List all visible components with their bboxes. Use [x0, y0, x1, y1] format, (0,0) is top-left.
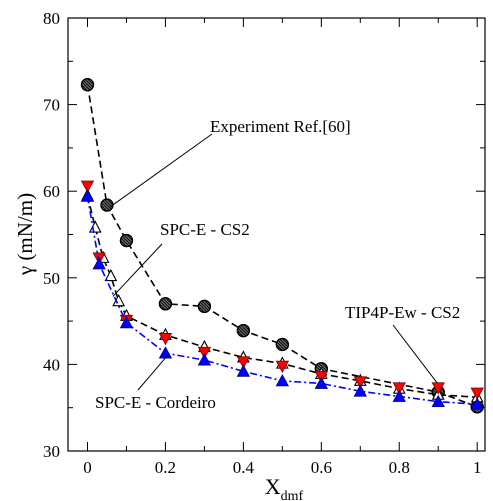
annotation-spc-e-cordeiro: SPC-E - Cordeiro: [95, 354, 216, 412]
series-line: [86, 84, 478, 408]
x-tick-label: 0.4: [233, 458, 255, 477]
data-point: [119, 315, 134, 329]
data-point: [353, 376, 367, 389]
x-tick-label: 1: [473, 458, 482, 477]
data-point: [470, 387, 484, 400]
data-point: [100, 198, 114, 212]
annotation-label: TIP4P-Ew - CS2: [345, 303, 460, 322]
annotation-label: SPC-E - Cordeiro: [95, 393, 216, 412]
data-point: [353, 384, 367, 397]
y-axis-label: γ (mN/m): [13, 193, 37, 276]
data-point: [112, 293, 126, 307]
data-point: [470, 397, 484, 410]
data-point: [80, 180, 95, 193]
annotation-leader-line: [109, 133, 213, 208]
y-tick-label: 80: [43, 9, 60, 28]
y-tick-label: 50: [43, 269, 60, 288]
series-spc-e-cordeiro: [80, 189, 484, 410]
data-point: [431, 394, 445, 408]
x-tick-label: 0.6: [311, 458, 332, 477]
annotation-label: Experiment Ref.[60]: [210, 117, 351, 136]
x-tick-label: 0.8: [389, 458, 410, 477]
data-point: [158, 297, 173, 311]
annotation-spc-e-cs2: SPC-E - CS2: [112, 220, 250, 297]
annotation-leader-line: [392, 324, 438, 384]
data-point: [392, 382, 406, 395]
data-point: [92, 257, 106, 270]
series-line: [86, 196, 478, 406]
data-point: [80, 78, 95, 92]
data-point: [197, 299, 212, 314]
data-point: [197, 353, 212, 366]
data-series: [80, 78, 484, 414]
annotation-leader-line: [137, 354, 169, 391]
annotation-label: SPC-E - CS2: [160, 220, 250, 239]
annotation-experiment-ref-60: Experiment Ref.[60]: [109, 117, 351, 208]
x-axis-label-subscript: dmf: [281, 489, 304, 501]
annotations: Experiment Ref.[60] SPC-E - CS2 TIP4P-Ew -…: [95, 117, 460, 412]
annotation-tip4p-ew-cs2: TIP4P-Ew - CS2: [345, 303, 460, 384]
data-point: [275, 374, 290, 387]
data-point: [158, 346, 173, 359]
data-point: [392, 389, 406, 402]
data-point: [275, 360, 290, 373]
data-point: [88, 220, 102, 233]
x-tick-label: 0: [83, 458, 92, 477]
x-tick-label: 0.2: [155, 458, 176, 477]
data-point: [431, 382, 445, 395]
data-point: [236, 356, 251, 369]
data-point: [197, 346, 212, 360]
data-point: [80, 189, 95, 202]
y-tick-label: 60: [43, 182, 60, 201]
y-tick-label: 70: [43, 96, 60, 115]
x-axis-label-main: X: [265, 474, 281, 499]
axis-ticks: 0 0.2 0.4 0.6 0.8 1 30 40 50 60 70 80: [43, 9, 485, 477]
data-point: [104, 268, 118, 282]
annotation-leader-line: [112, 243, 163, 297]
data-point: [314, 376, 328, 389]
data-point: [158, 333, 173, 346]
x-axis-label: Xdmf: [265, 474, 304, 501]
y-tick-label: 30: [43, 442, 60, 461]
series-tip4p-ew-cs2: [80, 180, 484, 400]
data-point: [236, 364, 251, 377]
data-point: [119, 233, 134, 248]
y-tick-label: 40: [43, 355, 60, 374]
